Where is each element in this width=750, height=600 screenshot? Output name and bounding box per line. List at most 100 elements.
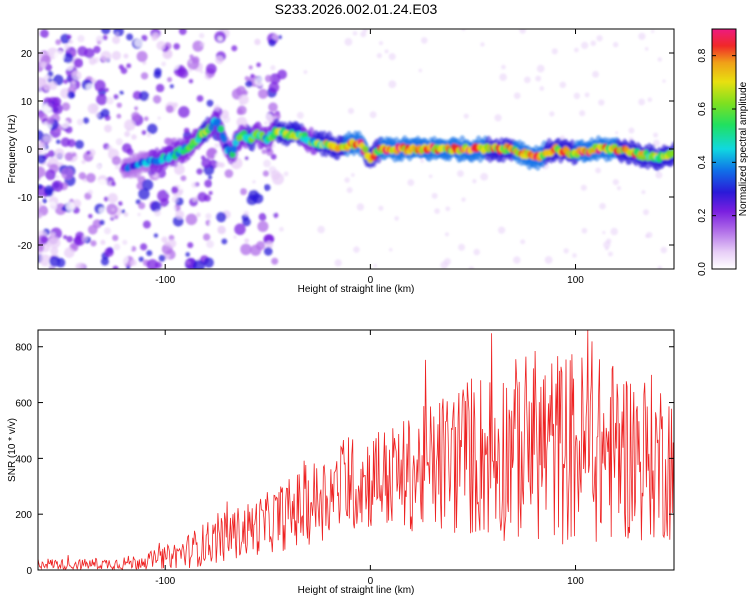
heatmap-cell bbox=[161, 236, 168, 243]
heatmap-cell bbox=[196, 167, 203, 175]
heatmap-cell bbox=[254, 38, 261, 46]
heatmap-cell bbox=[185, 213, 198, 226]
heatmap-cell bbox=[99, 129, 106, 135]
heatmap-cell bbox=[183, 184, 188, 189]
heatmap-cell bbox=[346, 187, 353, 194]
heatmap-cell bbox=[263, 246, 273, 256]
heatmap-cell bbox=[389, 247, 393, 252]
snr-ytick-label: 600 bbox=[15, 399, 32, 410]
colorbar-tick-label: 0.4 bbox=[697, 155, 708, 169]
heatmap-cell bbox=[616, 186, 622, 191]
heatmap-cell bbox=[360, 31, 367, 38]
heatmap-cell bbox=[67, 34, 72, 39]
heatmap-cell bbox=[61, 206, 67, 212]
heatmap-cell bbox=[100, 239, 106, 245]
heatmap-cell bbox=[111, 156, 122, 166]
heatmap-cell bbox=[230, 145, 238, 153]
heatmap-cell bbox=[220, 88, 230, 98]
heatmap-cell bbox=[261, 149, 267, 155]
heatmap-cell bbox=[117, 253, 129, 265]
heatmap-cell bbox=[217, 125, 225, 133]
heatmap-cell bbox=[347, 107, 355, 115]
heatmap-cell bbox=[236, 189, 241, 194]
heatmap-cell bbox=[96, 94, 108, 106]
heatmap-cell bbox=[111, 181, 116, 187]
heatmap-cell bbox=[242, 217, 251, 227]
heatmap-cell bbox=[573, 92, 581, 100]
heatmap-cell bbox=[122, 106, 134, 118]
heatmap-cell bbox=[180, 175, 187, 182]
heatmap-cell bbox=[351, 173, 355, 177]
heatmap-cell bbox=[234, 223, 246, 236]
heatmap-cell bbox=[240, 243, 252, 256]
heatmap-cell bbox=[94, 79, 106, 92]
heatmap-cell bbox=[38, 166, 46, 178]
heatmap-cell bbox=[461, 197, 466, 202]
heatmap-cell bbox=[662, 79, 666, 83]
heatmap-cell bbox=[592, 70, 599, 78]
heatmap-cell bbox=[214, 152, 224, 162]
heatmap-cell bbox=[170, 60, 180, 70]
heatmap-cell bbox=[136, 50, 148, 62]
heatmap-cell bbox=[272, 212, 279, 218]
heatmap-cell bbox=[169, 84, 174, 89]
heatmap-cell bbox=[43, 74, 51, 82]
heatmap-cell bbox=[68, 39, 73, 44]
snr-ytick-label: 200 bbox=[15, 510, 32, 521]
heatmap-cell bbox=[244, 76, 250, 81]
heatmap-cell bbox=[245, 80, 253, 88]
heatmap-cell bbox=[407, 179, 415, 187]
heatmap-cell bbox=[602, 231, 606, 235]
heatmap-cell bbox=[651, 30, 655, 34]
heatmap-cell bbox=[206, 99, 214, 107]
heatmap-cell bbox=[268, 102, 278, 112]
heatmap-cell bbox=[213, 179, 222, 188]
heatmap-cell bbox=[66, 235, 73, 243]
heatmap-cell bbox=[373, 264, 377, 268]
heatmap-cell bbox=[233, 235, 237, 239]
heatmap-cell bbox=[209, 220, 215, 227]
heatmap-cell bbox=[86, 172, 96, 183]
heatmap-cell bbox=[205, 213, 212, 220]
heatmap-cell bbox=[119, 90, 124, 96]
heatmap-cell bbox=[266, 209, 275, 218]
snr-xlabel: Height of straight line (km) bbox=[298, 585, 415, 596]
heatmap-cell bbox=[265, 240, 274, 249]
heatmap-cell bbox=[250, 73, 255, 78]
colorbar: 0.0 0.2 0.4 0.6 0.8 Normalized spectral ampl… bbox=[697, 28, 749, 276]
heatmap-cell bbox=[63, 124, 67, 129]
heatmap-cell bbox=[645, 234, 649, 238]
heatmap-cell bbox=[50, 232, 56, 238]
heatmap-cell bbox=[81, 159, 86, 165]
heatmap-cell bbox=[388, 80, 397, 89]
heatmap-cell bbox=[185, 252, 190, 257]
figure-title: S233.2026.002.01.24.E03 bbox=[275, 1, 438, 17]
heatmap-cell bbox=[239, 188, 247, 196]
heatmap-cell bbox=[71, 80, 76, 85]
heatmap-cell bbox=[262, 170, 269, 177]
heatmap-cell bbox=[599, 202, 606, 210]
heatmap-cell bbox=[104, 124, 112, 133]
heatmap-cell bbox=[49, 255, 61, 267]
heatmap-cell bbox=[519, 29, 526, 34]
heatmap-cell bbox=[215, 55, 224, 65]
heatmap-cell bbox=[117, 201, 123, 206]
heatmap-cell bbox=[173, 43, 180, 50]
heatmap-cell bbox=[513, 256, 521, 264]
heatmap-cell bbox=[183, 127, 190, 134]
heatmap-cell bbox=[91, 78, 97, 84]
heatmap-cell bbox=[101, 29, 111, 35]
heatmap-cell bbox=[47, 150, 56, 158]
heatmap-cell bbox=[188, 68, 193, 73]
heatmap-cell bbox=[610, 227, 618, 236]
heatmap-cell bbox=[38, 54, 42, 60]
heatmap-cell bbox=[217, 225, 226, 234]
heatmap-cell bbox=[160, 198, 169, 207]
heatmap-cell bbox=[217, 36, 223, 42]
heatmap-cell bbox=[140, 72, 149, 80]
heatmap-cell bbox=[122, 239, 128, 245]
spectrogram-xtick-label: -100 bbox=[155, 275, 175, 286]
snr-xtick-label: 100 bbox=[567, 576, 584, 587]
heatmap-cell bbox=[55, 175, 59, 179]
heatmap-cell bbox=[608, 251, 613, 257]
